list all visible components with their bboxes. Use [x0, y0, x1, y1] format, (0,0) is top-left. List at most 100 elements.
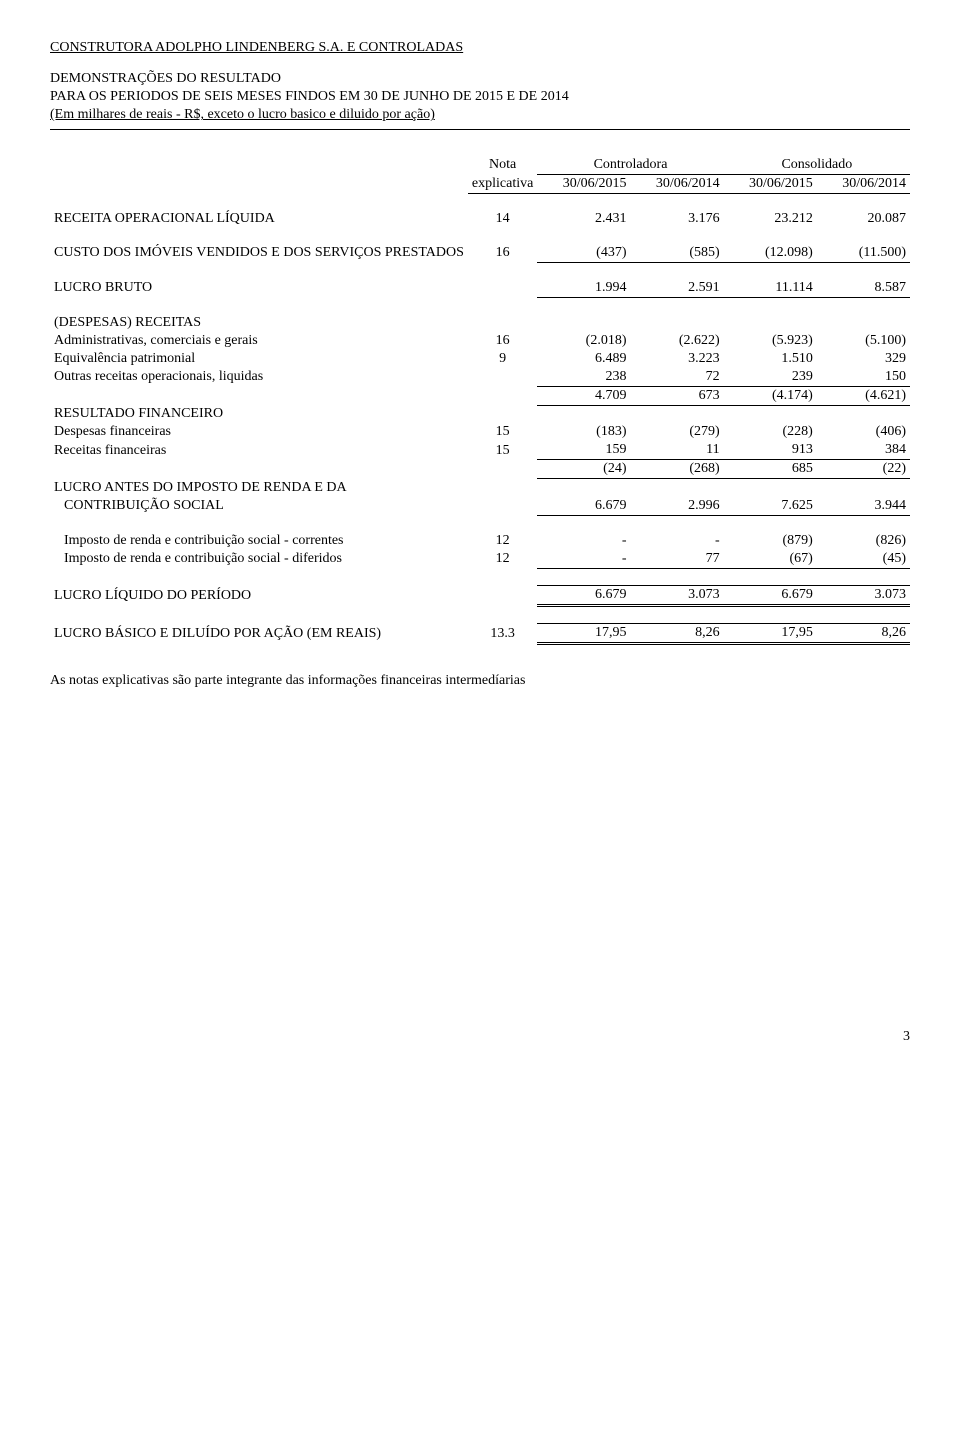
- cell: (11.500): [817, 244, 910, 263]
- row-label: RECEITA OPERACIONAL LÍQUIDA: [50, 210, 468, 228]
- row-nota: 16: [468, 332, 537, 350]
- table-row: CONTRIBUIÇÃO SOCIAL 6.679 2.996 7.625 3.…: [50, 497, 910, 516]
- table-header-row: explicativa 30/06/2015 30/06/2014 30/06/…: [50, 174, 910, 193]
- cell: (5.100): [817, 332, 910, 350]
- row-label: Equivalência patrimonial: [50, 350, 468, 368]
- row-label: LUCRO BÁSICO E DILUÍDO POR AÇÃO (EM REAI…: [50, 623, 468, 643]
- cell: 239: [724, 368, 817, 387]
- cell: (183): [537, 423, 630, 441]
- row-nota: 12: [468, 550, 537, 569]
- col-head-date: 30/06/2014: [631, 174, 724, 193]
- row-label: LUCRO ANTES DO IMPOSTO DE RENDA E DA: [50, 479, 468, 497]
- cell: 2.591: [631, 279, 724, 298]
- row-nota: 16: [468, 244, 537, 263]
- income-statement-table: Nota Controladora Consolidado explicativ…: [50, 156, 910, 645]
- cell: (22): [817, 460, 910, 479]
- cell: -: [631, 532, 724, 550]
- cell: 238: [537, 368, 630, 387]
- cell: (5.923): [724, 332, 817, 350]
- table-row: RESULTADO FINANCEIRO: [50, 405, 910, 423]
- cell: (2.622): [631, 332, 724, 350]
- col-head-date: 30/06/2015: [724, 174, 817, 193]
- table-row: Imposto de renda e contribuição social -…: [50, 532, 910, 550]
- table-row: 4.709 673 (4.174) (4.621): [50, 386, 910, 405]
- subtitle-line1: DEMONSTRAÇÕES DO RESULTADO: [50, 70, 910, 88]
- table-row: Despesas financeiras 15 (183) (279) (228…: [50, 423, 910, 441]
- cell: 17,95: [537, 623, 630, 643]
- header-separator: [50, 129, 910, 130]
- cell: 159: [537, 441, 630, 460]
- row-label: CONTRIBUIÇÃO SOCIAL: [50, 497, 468, 516]
- table-row: (24) (268) 685 (22): [50, 460, 910, 479]
- cell: 3.944: [817, 497, 910, 516]
- cell: 3.223: [631, 350, 724, 368]
- row-nota: 15: [468, 423, 537, 441]
- table-row: Administrativas, comerciais e gerais 16 …: [50, 332, 910, 350]
- page-number: 3: [50, 1029, 910, 1045]
- cell: (279): [631, 423, 724, 441]
- footnote: As notas explicativas são parte integran…: [50, 673, 910, 689]
- table-row: LUCRO BRUTO 1.994 2.591 11.114 8.587: [50, 279, 910, 298]
- cell: 913: [724, 441, 817, 460]
- col-head-date: 30/06/2015: [537, 174, 630, 193]
- cell: 329: [817, 350, 910, 368]
- row-label: (DESPESAS) RECEITAS: [50, 314, 468, 332]
- row-label: Outras receitas operacionais, liquidas: [50, 368, 468, 387]
- table-row: Outras receitas operacionais, liquidas 2…: [50, 368, 910, 387]
- row-label: LUCRO LÍQUIDO DO PERÍODO: [50, 585, 468, 605]
- cell: 1.994: [537, 279, 630, 298]
- table-row: LUCRO LÍQUIDO DO PERÍODO 6.679 3.073 6.6…: [50, 585, 910, 605]
- table-row: LUCRO BÁSICO E DILUÍDO POR AÇÃO (EM REAI…: [50, 623, 910, 643]
- row-label: Despesas financeiras: [50, 423, 468, 441]
- cell: (879): [724, 532, 817, 550]
- table-row: LUCRO ANTES DO IMPOSTO DE RENDA E DA: [50, 479, 910, 497]
- cell: (24): [537, 460, 630, 479]
- cell: 11: [631, 441, 724, 460]
- cell: 8,26: [817, 623, 910, 643]
- cell: 6.679: [537, 585, 630, 605]
- row-label: Receitas financeiras: [50, 441, 468, 460]
- cell: 8.587: [817, 279, 910, 298]
- cell: 6.489: [537, 350, 630, 368]
- cell: (826): [817, 532, 910, 550]
- table-row: Equivalência patrimonial 9 6.489 3.223 1…: [50, 350, 910, 368]
- company-title: CONSTRUTORA ADOLPHO LINDENBERG S.A. E CO…: [50, 40, 910, 56]
- statement-subtitle: DEMONSTRAÇÕES DO RESULTADO PARA OS PERIO…: [50, 70, 910, 125]
- cell: 3.073: [631, 585, 724, 605]
- cell: 11.114: [724, 279, 817, 298]
- cell: (4.621): [817, 386, 910, 405]
- row-label: RESULTADO FINANCEIRO: [50, 405, 468, 423]
- cell: (67): [724, 550, 817, 569]
- cell: (437): [537, 244, 630, 263]
- table-row: Imposto de renda e contribuição social -…: [50, 550, 910, 569]
- cell: 77: [631, 550, 724, 569]
- cell: 8,26: [631, 623, 724, 643]
- subtitle-line2: PARA OS PERIODOS DE SEIS MESES FINDOS EM…: [50, 88, 910, 106]
- row-label: Imposto de renda e contribuição social -…: [50, 550, 468, 569]
- row-label: LUCRO BRUTO: [50, 279, 468, 298]
- row-nota: 9: [468, 350, 537, 368]
- cell: -: [537, 532, 630, 550]
- table-header-row: Nota Controladora Consolidado: [50, 156, 910, 175]
- table-row: Receitas financeiras 15 159 11 913 384: [50, 441, 910, 460]
- cell: (4.174): [724, 386, 817, 405]
- cell: (12.098): [724, 244, 817, 263]
- cell: 7.625: [724, 497, 817, 516]
- cell: 4.709: [537, 386, 630, 405]
- cell: 673: [631, 386, 724, 405]
- cell: 3.073: [817, 585, 910, 605]
- col-head-consolidado: Consolidado: [724, 156, 910, 175]
- row-nota: 15: [468, 441, 537, 460]
- row-label: CUSTO DOS IMÓVEIS VENDIDOS E DOS SERVIÇO…: [50, 244, 468, 263]
- row-nota: 14: [468, 210, 537, 228]
- cell: (45): [817, 550, 910, 569]
- cell: 17,95: [724, 623, 817, 643]
- cell: (585): [631, 244, 724, 263]
- cell: 150: [817, 368, 910, 387]
- table-row: RECEITA OPERACIONAL LÍQUIDA 14 2.431 3.1…: [50, 210, 910, 228]
- cell: 20.087: [817, 210, 910, 228]
- cell: 23.212: [724, 210, 817, 228]
- cell: (2.018): [537, 332, 630, 350]
- cell: 72: [631, 368, 724, 387]
- row-label: Imposto de renda e contribuição social -…: [50, 532, 468, 550]
